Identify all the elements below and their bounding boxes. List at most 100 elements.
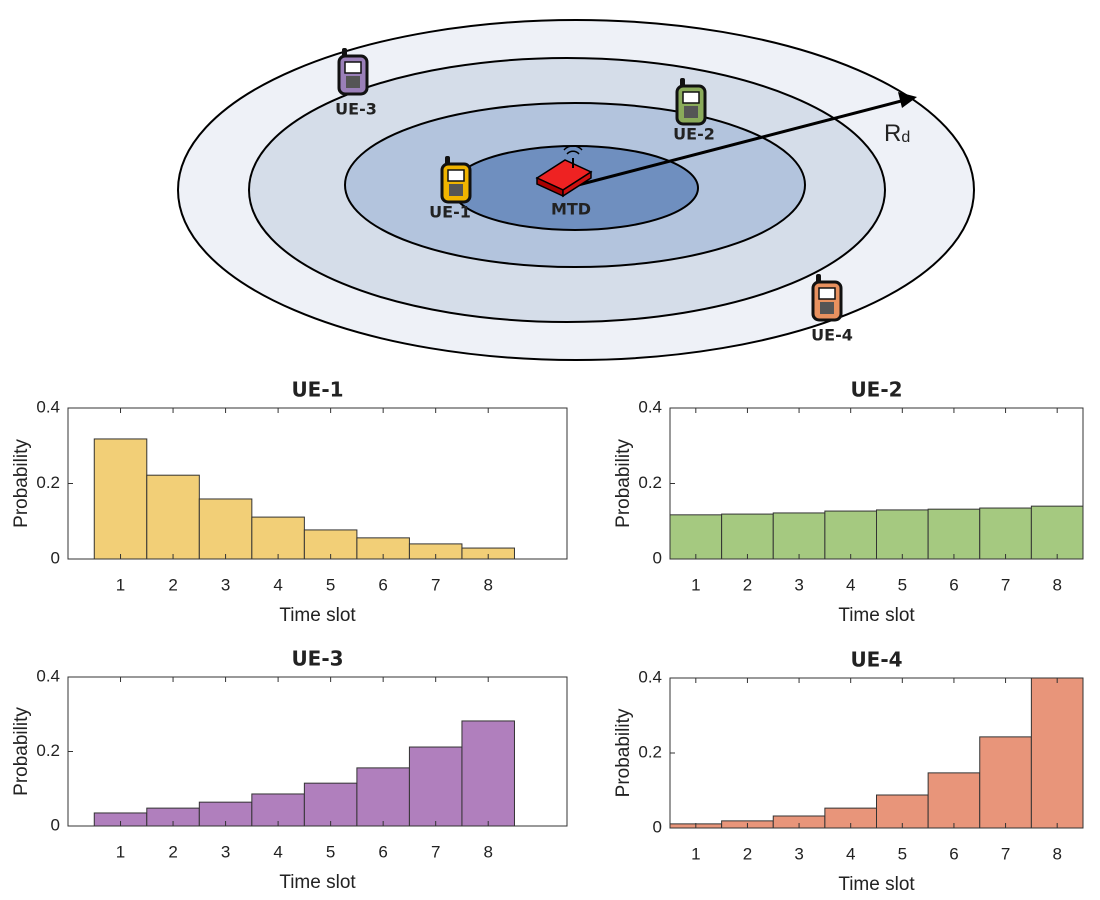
x-axis-label: Time slot	[279, 872, 356, 893]
radius-subscript: d	[901, 129, 910, 146]
x-tick-label: 8	[483, 842, 492, 861]
bar	[876, 794, 929, 829]
x-tick-label: 8	[1052, 844, 1061, 863]
x-tick-label: 3	[221, 575, 230, 594]
chart-title: UE-1	[291, 378, 343, 402]
bar	[876, 509, 929, 560]
x-tick-label: 3	[221, 842, 230, 861]
y-axis-label: Probability	[11, 707, 32, 796]
bar-chart: 0 0.2 0.4 1 2 3 4 5 6 7 8 UE-1 Time slot Probability	[11, 378, 568, 626]
y-tick-label: 0	[51, 548, 60, 567]
bar	[927, 508, 981, 560]
x-tick-label: 1	[691, 575, 700, 594]
x-tick-label: 1	[691, 844, 700, 863]
node-label: UE-1	[429, 203, 471, 222]
phone-keys	[449, 184, 463, 196]
x-tick-label: 3	[794, 575, 803, 594]
x-tick-label: 8	[483, 575, 492, 594]
x-tick-label: 2	[743, 575, 752, 594]
x-axis-label: Time slot	[838, 605, 915, 626]
x-tick-label: 4	[846, 575, 855, 594]
x-tick-label: 7	[431, 575, 440, 594]
node-label: MTD	[551, 200, 591, 219]
node-label: UE-2	[673, 125, 715, 144]
x-tick-label: 7	[1001, 575, 1010, 594]
y-tick-label: 0	[653, 548, 662, 567]
y-tick-label: 0.4	[36, 666, 60, 685]
x-tick-label: 5	[326, 842, 335, 861]
bar	[356, 767, 410, 827]
phone-screen	[682, 91, 700, 104]
y-axis-label: Probability	[613, 708, 634, 797]
chart-title: UE-2	[850, 378, 902, 402]
x-tick-label: 2	[743, 844, 752, 863]
phone-keys	[820, 302, 834, 314]
phone-screen	[447, 169, 465, 182]
x-tick-label: 4	[846, 844, 855, 863]
phone-icon	[811, 274, 843, 322]
bar	[251, 793, 305, 827]
x-tick-label: 1	[116, 575, 125, 594]
x-tick-label: 4	[273, 575, 282, 594]
x-tick-label: 5	[898, 844, 907, 863]
bar-chart: 0 0.2 0.4 1 2 3 4 5 6 7 8 UE-2 Time slot Probability	[613, 378, 1084, 626]
x-tick-label: 2	[168, 842, 177, 861]
bar	[408, 746, 463, 827]
x-tick-label: 6	[949, 575, 958, 594]
y-tick-label: 0	[653, 817, 662, 836]
phone-icon	[675, 78, 707, 126]
bar	[772, 512, 826, 560]
x-tick-label: 7	[1001, 844, 1010, 863]
y-tick-label: 0.2	[638, 742, 662, 761]
bar-chart: 0 0.2 0.4 1 2 3 4 5 6 7 8 UE-3 Time slot Probability	[11, 647, 568, 893]
bar	[146, 474, 200, 560]
radius-label: Rd	[884, 120, 910, 147]
bar-chart: 0 0.2 0.4 1 2 3 4 5 6 7 8 UE-4 Time slot Probability	[613, 648, 1084, 895]
bar	[721, 513, 774, 560]
y-tick-label: 0	[51, 815, 60, 834]
radius-arrow	[577, 98, 906, 187]
phone-icon	[440, 156, 472, 204]
bar	[824, 510, 877, 560]
diagram: Rd UE-1 UE-2 UE-3 UE-4 MTD	[177, 19, 975, 361]
bar	[979, 736, 1032, 829]
y-axis-label: Probability	[11, 439, 32, 528]
y-tick-label: 0.4	[36, 397, 60, 416]
chart-title: UE-3	[291, 647, 343, 671]
chart-title: UE-4	[850, 648, 902, 672]
x-tick-label: 5	[898, 575, 907, 594]
x-tick-label: 6	[949, 844, 958, 863]
x-tick-label: 6	[378, 842, 387, 861]
x-tick-label: 6	[378, 575, 387, 594]
y-axis-label: Probability	[613, 439, 634, 528]
node-label: UE-4	[811, 326, 853, 345]
bar	[1030, 677, 1084, 829]
bar	[251, 516, 305, 560]
phone-screen	[818, 287, 836, 300]
bar	[1030, 505, 1084, 560]
x-axis-label: Time slot	[838, 874, 915, 895]
phone-keys	[684, 106, 698, 118]
arrow-head	[898, 92, 917, 108]
x-tick-label: 4	[273, 842, 282, 861]
y-tick-label: 0.2	[638, 473, 662, 492]
x-tick-label: 1	[116, 842, 125, 861]
phone-keys	[346, 76, 360, 88]
bar	[927, 772, 981, 829]
bar	[461, 720, 515, 827]
x-tick-label: 7	[431, 842, 440, 861]
x-tick-label: 8	[1052, 575, 1061, 594]
bar	[93, 438, 148, 560]
x-tick-label: 5	[326, 575, 335, 594]
bar	[979, 507, 1032, 560]
node-label: UE-3	[335, 100, 377, 119]
radius-symbol: R	[884, 120, 901, 147]
y-tick-label: 0.4	[638, 397, 662, 416]
x-axis-label: Time slot	[279, 605, 356, 626]
bar	[669, 514, 723, 560]
mtd-icon	[535, 145, 593, 198]
x-tick-label: 3	[794, 844, 803, 863]
bar	[303, 782, 358, 827]
